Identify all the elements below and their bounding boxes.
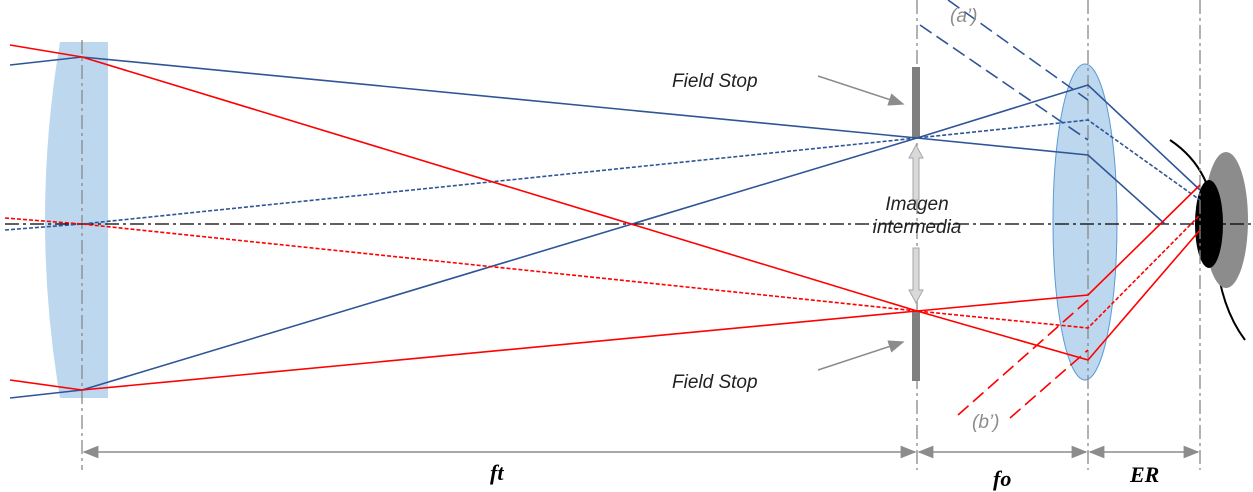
eye <box>1169 139 1248 341</box>
dimension-label: fo <box>993 466 1011 491</box>
objective-lens-part <box>45 42 108 398</box>
red-rays-part <box>4 214 1201 329</box>
image-arrows-part <box>908 143 924 201</box>
label: Field Stop <box>672 372 758 393</box>
eyepiece-lens-part <box>1052 63 1118 381</box>
field-stop <box>912 67 920 381</box>
field-stop-part <box>912 67 920 138</box>
pointer-arrows-part <box>817 75 905 106</box>
label: Field Stop <box>672 71 758 92</box>
blue-rays <box>4 0 1201 399</box>
pointer-arrows <box>817 75 905 371</box>
red-rays-part <box>957 299 1089 416</box>
image-arrows-part <box>908 247 924 305</box>
blue-rays-part <box>919 24 1089 141</box>
blue-rays-part <box>9 84 1201 399</box>
red-rays-part <box>1009 349 1089 419</box>
red-rays-part <box>9 44 1201 361</box>
field-stop-part <box>912 311 920 381</box>
label: (a’) <box>950 6 977 27</box>
blue-rays-part <box>947 0 1089 101</box>
red-rays <box>4 44 1201 419</box>
dimension-label: ft <box>490 460 504 485</box>
eyepiece-lens <box>1052 63 1118 381</box>
pointer-arrows-part <box>817 340 905 371</box>
objective-lens <box>45 42 108 398</box>
red-rays-part <box>9 184 1201 391</box>
dimension-label: ER <box>1129 462 1159 487</box>
label: intermedia <box>873 217 962 238</box>
blue-rays-part <box>9 56 1166 225</box>
label: (b’) <box>972 412 999 433</box>
image-arrows <box>908 143 924 305</box>
blue-rays-part <box>4 119 1201 231</box>
label: Imagen <box>885 194 948 215</box>
